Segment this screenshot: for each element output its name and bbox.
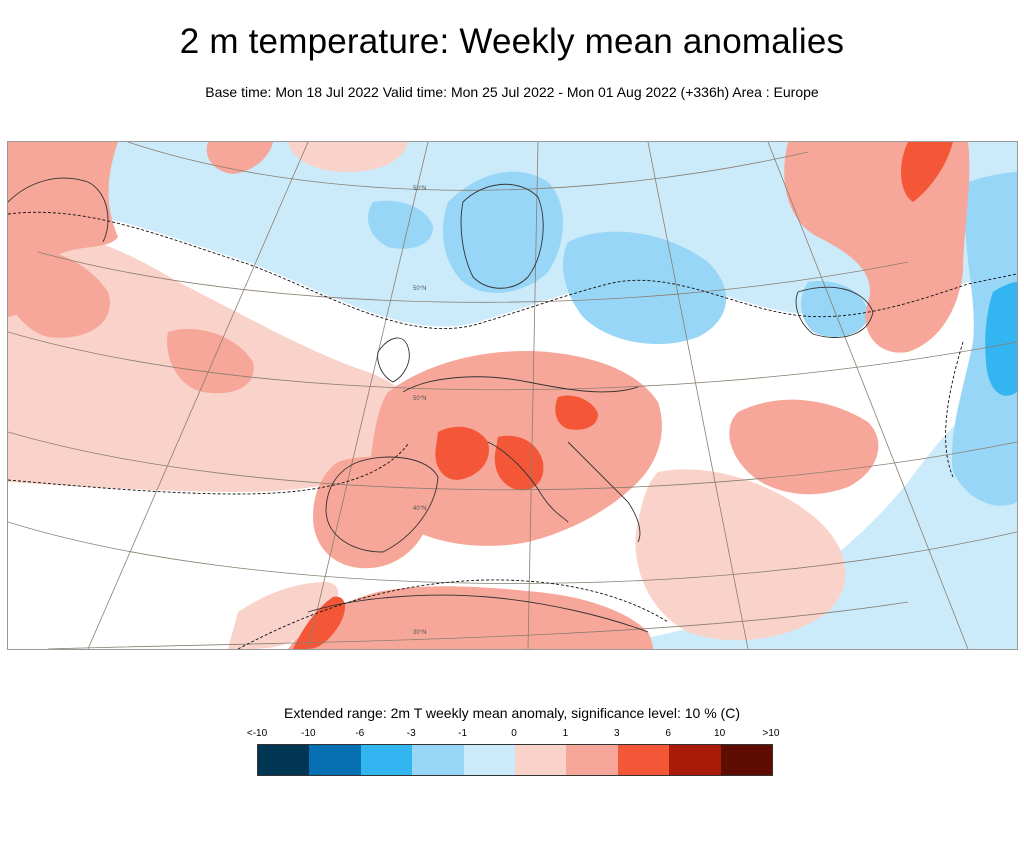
contour-atlantic [8,443,409,495]
coastlines [8,177,874,633]
legend-swatch-5 [515,745,567,775]
legend-tick-label: 3 [614,728,620,739]
lat-label-2: 50°N [413,286,426,292]
lat-line-55 [37,251,909,303]
middle-east-light-pink [635,469,846,641]
legend-tick-label: >10 [762,728,780,739]
north-atlantic-pink-region [288,142,408,172]
lat-label-4: 40°N [413,506,426,512]
italy-coast [487,441,569,523]
legend-color-bar [257,744,773,776]
contour-east [945,341,964,478]
north-africa-pink-region [228,582,339,649]
legend-swatch-9 [720,745,773,775]
contour-north [8,211,1017,329]
morocco-hot-spot [293,596,345,649]
turkey-pink-region [729,399,879,495]
contour-south [237,579,669,649]
map-subtitle: Base time: Mon 18 Jul 2022 Valid time: M… [205,84,819,100]
lat-label-3: 50°N [413,396,426,402]
legend-tick-label: -6 [355,728,365,739]
legend-tick-label: -1 [458,728,468,739]
legend-tick-label: <-10 [246,728,268,739]
legend-tick-label: 1 [562,728,569,739]
lon-line-west-2 [307,142,429,649]
iberia-coast [325,456,439,553]
legend-swatch-2 [360,745,413,775]
lat-line-50 [8,331,1017,391]
lon-line-west-1 [87,142,309,649]
lat-line-30 [47,601,909,649]
map-canvas: 50°N 50°N 50°N 40°N 30°N [8,142,1017,649]
legend-swatch-0 [258,745,310,775]
iceland-sea-blue-region [368,200,433,249]
lat-label-1: 50°N [413,186,426,192]
legend-tick-labels: <-10 -10 -6 -3 -1 0 1 3 6 10 >10 [247,728,780,742]
legend-swatch-8 [669,745,721,775]
map-title: 2 m temperature: Weekly mean anomalies [179,22,845,61]
lat-label-5: 30°N [413,630,426,636]
lat-line-45 [8,431,1017,491]
scandinavia-coast [460,183,544,289]
black-sea-blue-region [801,281,868,337]
north-europe-coast [402,376,639,393]
legend-tick-label: -10 [301,728,316,739]
far-east-deep-blue-region [985,282,1017,396]
legend-swatch-1 [309,745,361,775]
lon-line-center [527,142,539,649]
lon-line-east-1 [647,142,749,649]
balkan-coast [567,441,641,543]
far-east-blue-region [952,172,1017,506]
legend-tick-label: 6 [665,728,671,739]
legend-tick-label: -3 [406,728,416,739]
significance-contours [8,211,1017,649]
north-africa-coast [307,594,649,633]
east-europe-blue-region [563,231,727,345]
lat-line-60 [127,142,809,191]
legend-swatch-3 [412,745,464,775]
lon-line-east-2 [767,142,969,649]
legend-tick-label: 0 [511,728,517,739]
anomaly-map: 50°N 50°N 50°N 40°N 30°N [7,141,1018,650]
france-alps-hot-spot [435,426,489,480]
graticule [8,142,1017,649]
west-atlantic-pink-region [8,249,110,338]
iceland-pink-region [206,142,273,174]
hungary-hot-spot [555,395,598,430]
legend-swatch-4 [463,745,516,775]
british-isles-coast [377,337,410,383]
legend-tick-label: 10 [714,728,726,739]
russia-warm-core [901,142,953,202]
russia-pink-region [784,142,970,353]
legend-title: Extended range: 2m T weekly mean anomaly… [283,705,740,721]
legend-swatch-6 [566,745,618,775]
mid-atlantic-pink-blob [167,328,254,394]
legend-swatch-7 [617,745,670,775]
black-sea-coast [795,286,874,338]
lat-line-40 [8,521,1017,584]
scandinavia-blue-region [443,171,563,293]
